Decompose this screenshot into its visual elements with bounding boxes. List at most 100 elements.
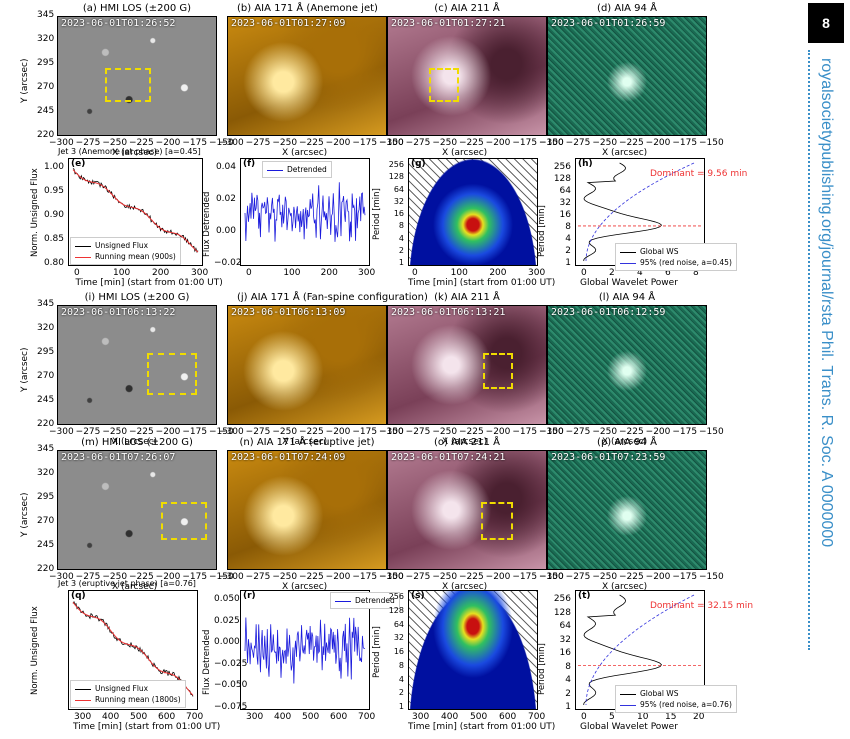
x-tick-label: −275 [75,427,101,437]
panel-i-roi-box [147,353,197,395]
legend-entry: Detrended [335,595,395,606]
panel-r-label: (r) [243,591,256,601]
panel-j-image [227,305,387,425]
x-tick-label: 300 [528,268,546,278]
x-tick-label: −225 [129,572,154,582]
legend-entry: 95% (red noise, a=0.45) [620,257,732,268]
x-axis-label: X (arcsec) [112,582,158,592]
x-tick-label: −250 [102,427,128,437]
panel-l-title: (l) AIA 94 Å [598,292,656,303]
panel-h-label: (h) [578,159,593,169]
x-tick-label: −275 [405,427,431,437]
x-tick-label: −175 [672,572,698,582]
legend-label: Running mean (1800s) [95,695,181,704]
y-tick-label: −0.02 [214,258,242,268]
y-tick-label: 32 [393,633,404,643]
panel-f-ylabel: Flux Detrended [202,191,212,257]
panel-q-xlabel: Time [min] (start from 01:00 UT) [73,722,221,732]
legend-label: Running mean (900s) [95,252,176,261]
y-tick-label: 0.04 [215,162,236,172]
x-tick-label: −275 [75,138,101,148]
y-tick-label: 4 [398,674,404,684]
x-tick-label: 600 [158,712,176,722]
x-tick-label: −225 [619,427,644,437]
x-tick-label: −250 [432,138,458,148]
y-tick-label: 128 [553,607,571,618]
y-tick-label: 320 [37,323,55,333]
x-tick-label: −200 [155,572,181,582]
x-tick-label: −300 [539,572,564,582]
x-tick-label: 6 [665,268,671,278]
series-red-noise [585,162,695,262]
y-tick-label: 1 [565,702,571,712]
x-tick-label: −225 [129,138,154,148]
x-tick-label: −225 [619,138,644,148]
x-tick-label: −300 [539,138,564,148]
legend-label: 95% (red noise, a=0.76) [640,700,732,709]
x-tick-label: −275 [245,138,271,148]
legend-swatch [620,262,636,264]
x-tick-label: −300 [219,572,244,582]
x-tick-label: 200 [152,268,170,278]
x-tick-label: −275 [245,427,271,437]
sidebar-dotted-line [808,50,810,650]
y-tick-label: 32 [393,196,404,206]
x-tick-label: 0 [581,268,587,278]
panel-g-label: (g) [411,159,426,169]
x-tick-label: −200 [485,572,511,582]
series-global-ws [583,594,662,706]
x-tick-label: 5 [609,712,615,722]
panel-p-image [547,450,707,570]
x-tick-label: −150 [539,138,564,148]
x-tick-label: −200 [485,427,511,437]
panel-n-image [227,450,387,570]
x-tick-label: −225 [459,572,484,582]
panel-f-svg [244,182,366,242]
series-red-noise [585,594,695,706]
legend-entry: Global WS [620,688,732,699]
series-global-ws [583,162,663,262]
panel-e-xlabel: Time [min] (start from 01:00 UT) [75,278,223,288]
x-tick-label: −300 [379,427,404,437]
x-tick-label: 10 [637,712,649,722]
x-tick-label: −200 [645,138,671,148]
panel-s-ylabel: Period [min] [372,626,382,678]
panel-s-wavelet [408,590,538,710]
legend-entry: Unsigned Flux [75,683,181,694]
y-axis-label: Y (arcsec) [20,492,30,537]
x-tick-label: 200 [320,268,338,278]
y-tick-label: 128 [388,172,404,182]
y-tick-label: 256 [553,594,571,604]
y-tick-label: 2 [565,246,571,256]
x-tick-label: −200 [325,427,351,437]
panel-m-roi-box [161,502,207,540]
panel-i-title: (i) HMI LOS (±200 G) [84,292,190,303]
x-axis-label: X (arcsec) [442,148,488,158]
panel-g-xlabel: Time [min] (start from 01:00 UT) [408,278,556,288]
y-tick-label: 4 [565,234,571,244]
legend-swatch [335,600,351,602]
panel-o-image [387,450,547,570]
x-tick-label: −175 [352,427,378,437]
x-tick-label: −300 [49,572,74,582]
x-tick-label: −175 [182,427,208,437]
panel-m-timestamp: 2023-06-01T07:26:07 [61,452,176,463]
legend-label: Detrended [355,596,395,605]
x-tick-label: −250 [592,427,618,437]
x-tick-label: −175 [512,572,538,582]
x-tick-label: −250 [272,572,298,582]
panel-d-title: (d) AIA 94 Å [597,3,657,14]
x-tick-label: −300 [219,427,244,437]
y-tick-label: 345 [37,444,55,454]
y-tick-label: 295 [37,347,55,357]
legend-label: 95% (red noise, a=0.45) [640,258,732,267]
x-axis-label: X (arcsec) [282,148,328,158]
y-tick-label: −0.075 [214,702,248,712]
x-tick-label: 300 [412,712,430,722]
panel-j-title: (j) AIA 171 Å (Fan-spine configuration) [237,292,428,303]
x-tick-label: −150 [209,572,234,582]
panel-r-svg [244,617,366,684]
panel-a-timestamp: 2023-06-01T01:26:52 [61,18,176,29]
x-tick-label: −225 [459,138,484,148]
x-tick-label: −200 [155,138,181,148]
